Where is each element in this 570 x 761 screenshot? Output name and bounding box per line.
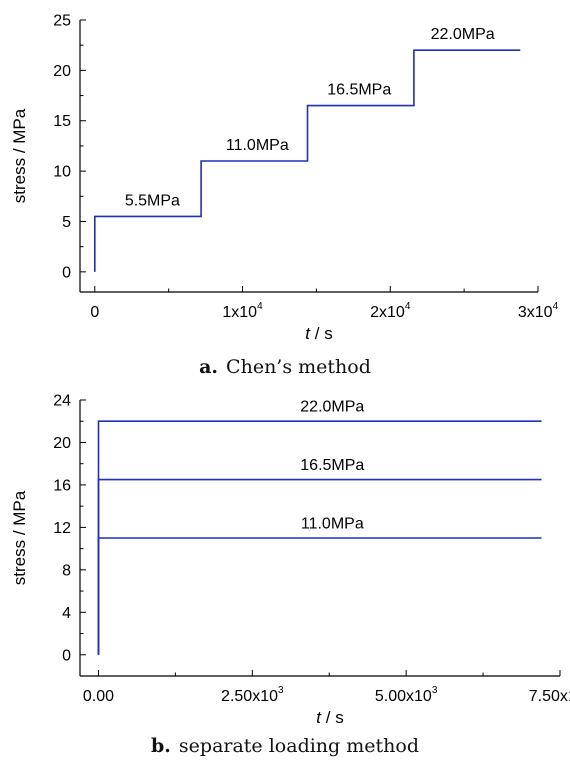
chart-a-y-tick-label: 5 (62, 214, 71, 231)
chart-b: 0 4 8 12 16 20 24 0.00 2.50x103 5.00x103 7.50x103 t… (10, 393, 570, 728)
caption-b-text: separate loading method (179, 735, 419, 757)
caption-b: b. separate loading method (151, 735, 419, 757)
chart-a-data-label: 11.0MPa (226, 137, 289, 154)
chart-b-x-axis-title: t / s (316, 708, 343, 727)
chart-b-series-line-1 (97, 478, 542, 655)
chart-b-y-tick-label: 8 (62, 562, 71, 579)
chart-a-x-axis-title: t / s (305, 324, 332, 343)
chart-b-y-tick-label: 24 (53, 393, 71, 410)
chart-a-y-tick-label: 15 (53, 113, 71, 130)
chart-a-data-label: 22.0MPa (431, 26, 495, 43)
chart-a-data-label: 5.5MPa (125, 192, 180, 209)
chart-a-y-tick-label: 10 (53, 164, 71, 181)
chart-b-series-line-2 (97, 537, 542, 655)
chart-b-data-label: 11.0MPa (301, 515, 364, 532)
chart-a: 0 5 10 15 20 25 0 1x104 2x104 3x104 t / s stress / … (10, 13, 559, 344)
chart-a-y-tick-label: 0 (62, 264, 71, 281)
chart-a-series-line-0 (94, 49, 521, 272)
chart-a-y-tick-label: 25 (53, 13, 71, 30)
chart-a-x-tick-label: 1x104 (222, 301, 263, 321)
chart-b-x-tick-label: 5.00x103 (375, 685, 438, 705)
chart-b-y-tick-label: 12 (53, 520, 71, 537)
chart-b-y-tick-label: 20 (53, 435, 71, 452)
chart-a-y-axis-title: stress / MPa (10, 108, 29, 203)
chart-b-y-tick-label: 16 (53, 477, 71, 494)
chart-a-x-tick-label: 0 (90, 304, 99, 321)
chart-a-y-tick-label: 20 (53, 63, 71, 80)
chart-b-x-tick-label: 7.50x103 (529, 685, 570, 705)
caption-b-letter: b. (151, 735, 171, 757)
chart-a-x-tick-label: 2x104 (370, 301, 411, 321)
chart-b-y-tick-label: 0 (62, 647, 71, 664)
chart-a-data-label: 16.5MPa (327, 82, 391, 99)
caption-a-text: Chen’s method (226, 356, 371, 378)
caption-a-letter: a. (199, 356, 218, 378)
chart-b-x-tick-label: 2.50x103 (221, 685, 284, 705)
chart-b-data-label: 16.5MPa (300, 457, 364, 474)
chart-b-data-label: 22.0MPa (300, 399, 364, 416)
chart-b-x-tick-label: 0.00 (83, 688, 114, 705)
chart-a-x-tick-label: 3x104 (518, 301, 559, 321)
chart-b-y-tick-label: 4 (62, 605, 71, 622)
caption-a: a. Chen’s method (199, 356, 371, 378)
chart-b-y-axis-title: stress / MPa (10, 490, 29, 585)
